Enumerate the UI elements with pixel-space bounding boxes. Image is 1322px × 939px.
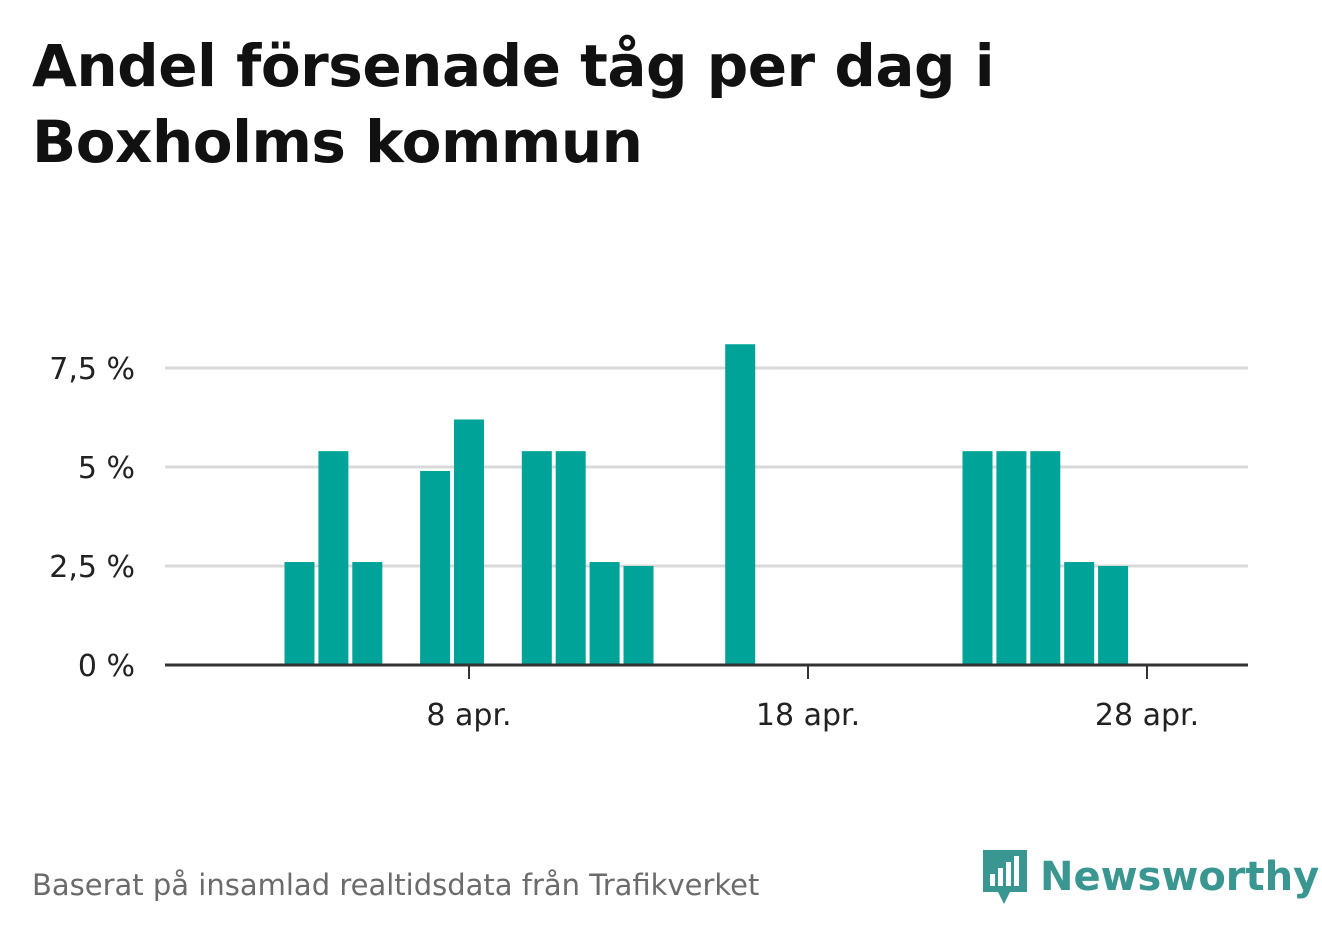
bar <box>555 451 586 665</box>
bar <box>725 344 756 665</box>
bar <box>1030 451 1061 665</box>
bar <box>962 451 993 665</box>
y-tick-label: 2,5 % <box>49 550 135 585</box>
bar <box>352 562 383 665</box>
bar <box>589 562 620 665</box>
x-tick-label: 28 apr. <box>1095 698 1199 733</box>
bar <box>284 562 315 665</box>
bar <box>996 451 1027 665</box>
y-tick-label: 7,5 % <box>49 352 135 387</box>
newsworthy-logo-icon <box>983 850 1027 904</box>
source-note: Baserat på insamlad realtidsdata från Tr… <box>32 868 760 902</box>
bar <box>454 419 484 665</box>
bar <box>420 470 451 665</box>
chart-title: Andel försenade tåg per dag i Boxholms k… <box>32 32 995 176</box>
tick-labels: 0 % 2,5 % 5 % 7,5 % 8 apr. 18 apr. 28 apr. <box>49 352 1199 733</box>
x-tick-label: 18 apr. <box>756 698 860 733</box>
brand: Newsworthy <box>980 848 1319 906</box>
x-tick-label: 8 apr. <box>426 698 511 733</box>
y-tick-label: 0 % <box>78 649 135 684</box>
bar <box>1098 566 1129 665</box>
bars <box>284 344 1129 665</box>
bar <box>318 451 349 665</box>
brand-name: Newsworthy <box>1040 854 1320 900</box>
axes <box>165 663 1248 679</box>
bar <box>521 451 552 665</box>
bar <box>1064 562 1095 665</box>
y-tick-label: 5 % <box>78 451 135 486</box>
bar <box>623 566 654 665</box>
